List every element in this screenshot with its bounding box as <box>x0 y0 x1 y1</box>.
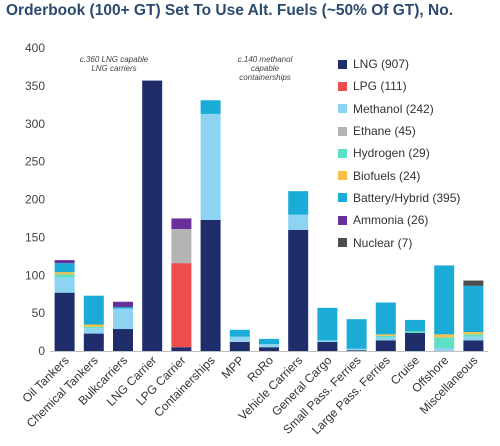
legend-item: Biofuels (24) <box>338 164 498 186</box>
bar-segment-battery-hybrid <box>83 295 104 325</box>
bar-segment-lng <box>405 332 425 351</box>
bar-segment-lng <box>288 229 309 351</box>
bar-segment-battery-hybrid <box>113 307 133 309</box>
legend-swatch <box>338 104 347 114</box>
legend-item: Nuclear (7) <box>338 231 498 253</box>
legend-swatch <box>338 59 347 69</box>
bar-segment-lpg <box>171 263 192 348</box>
chart-legend: LNG (907) LPG (111) Methanol (242) Ethane (… <box>338 53 498 254</box>
legend-label: Nuclear (7) <box>353 235 413 250</box>
bar-segment-nuclear <box>463 280 484 286</box>
bar-segment-lng <box>463 340 484 351</box>
bar-segment-biofuels <box>463 332 484 335</box>
bar-segment-battery-hybrid <box>405 319 425 332</box>
x-tick-label: MPP <box>219 353 247 381</box>
bar-segment-methanol <box>346 348 367 351</box>
bar-segment-battery-hybrid <box>375 302 396 335</box>
legend-swatch <box>338 193 347 203</box>
legend-swatch <box>338 81 347 91</box>
bar-segment-methanol <box>54 277 75 293</box>
bar-segment-lng <box>54 292 75 351</box>
bar-segment-ammonia <box>113 301 133 308</box>
bar-segment-ammonia <box>54 260 75 264</box>
y-tick-label: 0 <box>38 344 45 358</box>
bar-segment-ammonia <box>171 218 192 230</box>
bar-segment-methanol <box>200 113 221 220</box>
legend-label: Biofuels (24) <box>353 168 421 183</box>
bar-segment-methanol <box>463 336 484 341</box>
legend-item: LPG (111) <box>338 75 498 97</box>
legend-item: Methanol (242) <box>338 98 498 120</box>
bar-segment-battery-hybrid <box>346 319 367 349</box>
bar-segment-lng <box>200 219 221 351</box>
legend-item: Battery/Hybrid (395) <box>338 187 498 209</box>
legend-label: Hydrogen (29) <box>353 146 430 161</box>
bar-segment-biofuels <box>375 334 396 336</box>
bar-segment-hydrogen <box>54 274 75 278</box>
y-tick-label: 100 <box>25 268 45 282</box>
y-tick-label: 150 <box>25 230 45 244</box>
y-tick-label: 50 <box>32 306 46 320</box>
legend-item: Hydrogen (29) <box>338 142 498 164</box>
y-tick-label: 300 <box>25 117 45 131</box>
bar-segment-methanol <box>317 340 338 342</box>
bar-segment-ethane <box>171 229 192 264</box>
bar-segment-lng <box>142 80 163 351</box>
bar-segment-lng <box>259 347 279 351</box>
y-tick-label: 200 <box>25 193 45 207</box>
legend-label: Ammonia (26) <box>353 213 429 228</box>
bar-segment-battery-hybrid <box>200 100 221 114</box>
bar-segment-biofuels <box>83 324 104 327</box>
y-tick-label: 250 <box>25 155 45 169</box>
bar-segment-battery-hybrid <box>54 263 75 273</box>
bar-segment-hydrogen <box>405 331 425 333</box>
bar-segment-lng <box>229 341 250 351</box>
bar-segment-lng <box>317 341 338 351</box>
bar-segment-lng <box>375 340 396 351</box>
bar-segment-battery-hybrid <box>434 265 455 335</box>
bar-segment-methanol <box>113 308 133 330</box>
containerships-annotation: c.140 methanol capable containerships <box>237 55 293 82</box>
bar-segment-methanol <box>229 336 250 342</box>
bar-segment-hydrogen <box>463 334 484 337</box>
legend-swatch <box>338 238 347 248</box>
bar-segment-hydrogen <box>375 335 396 338</box>
bar-segment-methanol <box>375 337 396 341</box>
bar-segment-hydrogen <box>83 326 104 329</box>
bar-segment-lng <box>113 329 133 351</box>
bar-segment-methanol <box>259 344 279 348</box>
lng-carrier-annotation: c.360 LNG capable LNG carriers <box>79 55 149 73</box>
bar-segment-lng <box>83 333 104 351</box>
bar-segment-battery-hybrid <box>288 191 309 215</box>
bar-segment-biofuels <box>54 272 75 275</box>
bar-segment-hydrogen <box>434 337 455 348</box>
legend-label: LPG (111) <box>353 79 407 94</box>
legend-swatch <box>338 215 347 225</box>
legend-label: LNG (907) <box>353 57 410 72</box>
y-tick-label: 400 <box>25 41 45 55</box>
bar-segment-battery-hybrid <box>463 285 484 333</box>
chart-title: Orderbook (100+ GT) Set To Use Alt. Fuel… <box>6 2 453 19</box>
legend-label: Battery/Hybrid (395) <box>353 190 461 205</box>
legend-swatch <box>338 126 347 136</box>
legend-swatch <box>338 171 347 181</box>
bar-segment-battery-hybrid <box>259 338 279 345</box>
legend-item: Ethane (45) <box>338 120 498 142</box>
bar-segment-methanol <box>83 328 104 334</box>
legend-swatch <box>338 148 347 158</box>
bar-segment-battery-hybrid <box>229 329 250 337</box>
legend-label: Methanol (242) <box>353 101 434 116</box>
bar-segment-lng <box>346 350 367 351</box>
legend-item: Ammonia (26) <box>338 209 498 231</box>
bar-segment-methanol <box>288 214 309 230</box>
legend-label: Ethane (45) <box>353 124 416 139</box>
bar-segment-methanol <box>434 347 455 351</box>
bar-segment-lng <box>171 347 192 351</box>
bar-segment-biofuels <box>434 334 455 338</box>
bar-segment-battery-hybrid <box>317 307 338 341</box>
y-tick-label: 350 <box>25 79 45 93</box>
legend-item: LNG (907) <box>338 53 498 75</box>
